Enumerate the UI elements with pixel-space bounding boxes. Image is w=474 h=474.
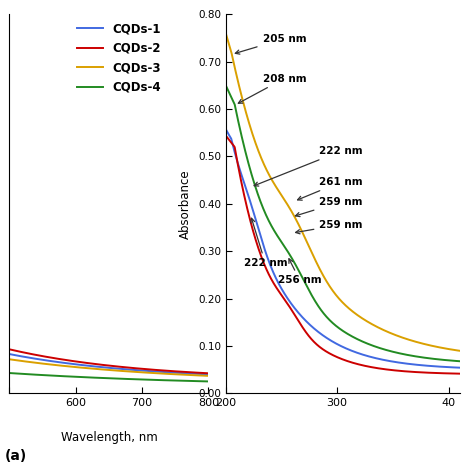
Line: CQDs-1: CQDs-1 (9, 354, 209, 374)
CQDs-1 (7, 351, 12, 357)
CQDs-2 (150, 367, 156, 373)
CQDs-2 (151, 367, 157, 373)
CQDs-4 (132, 376, 137, 382)
CQDs-2 (85, 360, 91, 366)
Text: (a): (a) (5, 449, 27, 463)
Text: 259 nm: 259 nm (295, 197, 363, 217)
CQDs-1 (151, 369, 157, 374)
CQDs-4 (7, 370, 12, 376)
CQDs-2 (7, 346, 12, 352)
Line: CQDs-3: CQDs-3 (9, 359, 209, 376)
CQDs-2 (132, 365, 137, 371)
Text: 261 nm: 261 nm (298, 177, 363, 200)
CQDs-1 (132, 367, 137, 373)
CQDs-3 (132, 369, 137, 374)
CQDs-4 (150, 377, 156, 383)
CQDs-2 (30, 352, 36, 357)
CQDs-1 (85, 363, 91, 369)
Line: CQDs-2: CQDs-2 (9, 349, 209, 373)
CQDs-4 (206, 379, 211, 384)
CQDs-3 (30, 360, 36, 365)
CQDs-3 (151, 370, 157, 376)
Line: CQDs-4: CQDs-4 (9, 373, 209, 382)
CQDs-3 (150, 370, 156, 376)
Text: 222 nm: 222 nm (244, 218, 287, 268)
Legend: CQDs-1, CQDs-2, CQDs-3, CQDs-4: CQDs-1, CQDs-2, CQDs-3, CQDs-4 (74, 20, 163, 96)
CQDs-4 (85, 374, 91, 380)
Text: 208 nm: 208 nm (238, 73, 306, 103)
CQDs-3 (206, 373, 211, 379)
CQDs-3 (72, 364, 77, 370)
Text: 205 nm: 205 nm (235, 34, 306, 54)
CQDs-4 (30, 372, 36, 377)
CQDs-1 (30, 356, 36, 361)
CQDs-4 (72, 374, 77, 380)
Text: 222 nm: 222 nm (254, 146, 363, 186)
Text: 259 nm: 259 nm (296, 219, 363, 234)
CQDs-1 (150, 368, 156, 374)
CQDs-4 (151, 377, 157, 383)
CQDs-3 (7, 356, 12, 362)
Y-axis label: Absorbance: Absorbance (179, 169, 192, 238)
Text: 256 nm: 256 nm (278, 259, 322, 285)
CQDs-1 (206, 372, 211, 377)
CQDs-3 (85, 365, 91, 371)
X-axis label: Wavelength, nm: Wavelength, nm (61, 431, 157, 444)
CQDs-2 (72, 358, 77, 364)
CQDs-2 (206, 370, 211, 376)
CQDs-1 (72, 361, 77, 367)
